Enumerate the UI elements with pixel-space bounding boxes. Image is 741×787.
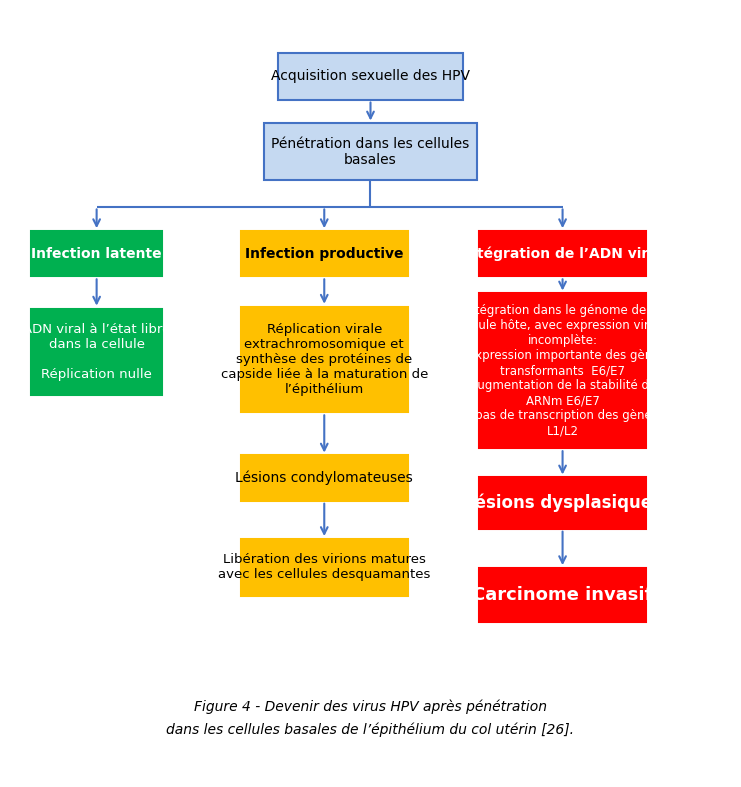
FancyBboxPatch shape — [479, 568, 646, 623]
Text: Intégration dans le génome de la
cellule hôte, avec expression virale
incomplète: Intégration dans le génome de la cellule… — [458, 305, 667, 438]
FancyBboxPatch shape — [241, 231, 408, 276]
Text: Carcinome invasif: Carcinome invasif — [472, 586, 653, 604]
FancyBboxPatch shape — [479, 294, 646, 449]
Text: Réplication virale
extrachromosomique et
synthèse des protéines de
capside liée : Réplication virale extrachromosomique et… — [221, 323, 428, 396]
Text: Intégration de l’ADN viral: Intégration de l’ADN viral — [462, 246, 662, 261]
FancyBboxPatch shape — [31, 309, 162, 395]
Text: Infection latente: Infection latente — [31, 247, 162, 260]
Text: Acquisition sexuelle des HPV: Acquisition sexuelle des HPV — [271, 69, 470, 83]
FancyBboxPatch shape — [278, 53, 463, 100]
Text: Infection productive: Infection productive — [245, 247, 404, 260]
FancyBboxPatch shape — [241, 307, 408, 412]
Text: dans les cellules basales de l’épithélium du col utérin [26].: dans les cellules basales de l’épithéliu… — [167, 722, 574, 737]
FancyBboxPatch shape — [479, 231, 646, 276]
Text: Lésions condylomateuses: Lésions condylomateuses — [236, 471, 413, 486]
Text: Lésions dysplasiques: Lésions dysplasiques — [464, 493, 662, 512]
FancyBboxPatch shape — [479, 478, 646, 529]
Text: Figure 4 - Devenir des virus HPV après pénétration: Figure 4 - Devenir des virus HPV après p… — [194, 700, 547, 715]
Text: Libération des virions matures
avec les cellules desquamantes: Libération des virions matures avec les … — [218, 553, 431, 582]
Text: Pénétration dans les cellules
basales: Pénétration dans les cellules basales — [271, 137, 470, 167]
FancyBboxPatch shape — [264, 124, 477, 180]
FancyBboxPatch shape — [241, 539, 408, 596]
FancyBboxPatch shape — [31, 231, 162, 276]
FancyBboxPatch shape — [241, 456, 408, 501]
Text: ADN viral à l’état libre
dans la cellule

Réplication nulle: ADN viral à l’état libre dans la cellule… — [23, 323, 170, 381]
